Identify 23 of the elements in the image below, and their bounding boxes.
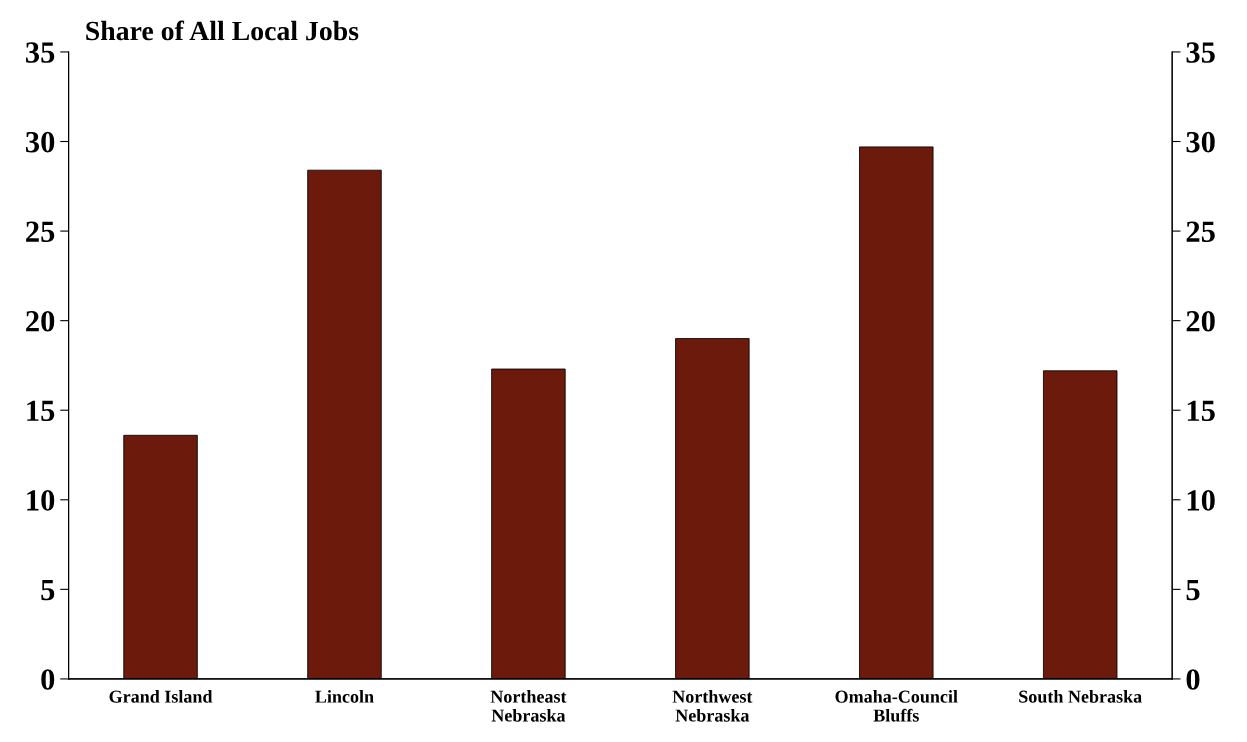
x-tick-label: South Nebraska — [1019, 690, 1142, 703]
y-tick-label: 10 — [27, 490, 55, 511]
y-tick-label: 35 — [25, 42, 55, 63]
x-tick-label: Northeast Nebraska — [490, 690, 567, 722]
y-tick-label: 15 — [27, 400, 55, 422]
y2-tick-label: 5 — [1186, 579, 1200, 601]
x-tick-label: Grand Island — [109, 690, 213, 703]
y2-tick-label: 25 — [1186, 221, 1215, 242]
y2-tick-label: 20 — [1186, 310, 1215, 332]
y2-tick-label: 0 — [1186, 669, 1200, 690]
y-tick-label: 5 — [41, 579, 55, 601]
y-tick-label: 25 — [26, 221, 55, 242]
y-tick-label: 0 — [41, 669, 55, 690]
y-tick-label: 30 — [25, 131, 55, 153]
y2-tick-label: 35 — [1186, 42, 1215, 63]
y-tick-label: 20 — [26, 310, 55, 332]
chart-title: Share of All Local Jobs — [86, 20, 359, 41]
y2-tick-label: 30 — [1186, 131, 1215, 153]
x-tick-label: Omaha-Council Bluffs — [835, 690, 958, 722]
x-tick-label: Lincoln — [315, 690, 374, 703]
y2-tick-label: 10 — [1187, 490, 1215, 511]
x-tick-label: Northwest Nebraska — [672, 690, 753, 722]
y2-tick-label: 15 — [1187, 400, 1215, 422]
